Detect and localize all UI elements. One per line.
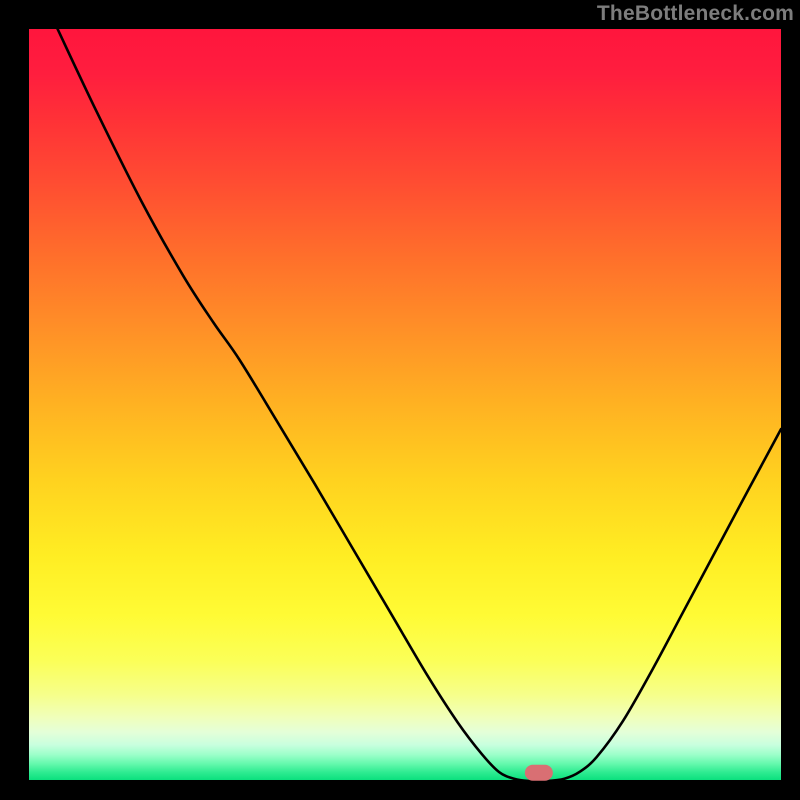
- chart-frame: TheBottleneck.com: [0, 0, 800, 800]
- chart-svg: [29, 29, 781, 781]
- min-marker: [525, 765, 553, 781]
- plot-area: [29, 29, 781, 781]
- watermark-text: TheBottleneck.com: [597, 2, 794, 26]
- gradient-background: [29, 29, 781, 781]
